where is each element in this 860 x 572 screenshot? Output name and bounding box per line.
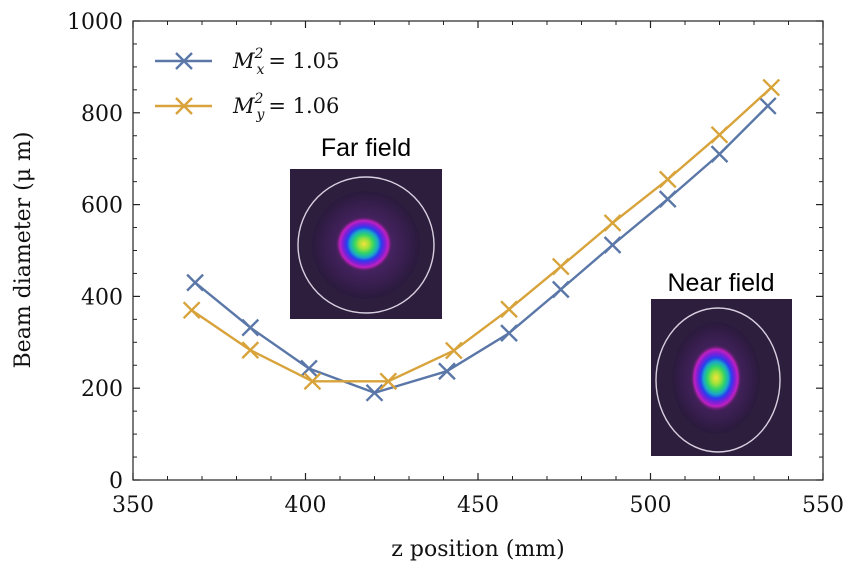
x-tick-label: 450 (457, 493, 499, 518)
data-point-marker (658, 190, 677, 208)
data-point-marker (182, 301, 201, 320)
y-tick-label: 800 (81, 102, 123, 127)
data-point-marker (758, 97, 777, 115)
x-tick-labels: 350 400 450 500 550 (112, 493, 844, 518)
near-field-beam-spot (690, 344, 742, 412)
y-axis-label: Beam diameter (μ m) (11, 132, 36, 369)
data-point-marker (241, 341, 260, 359)
data-point-marker (551, 257, 570, 276)
data-point-marker (603, 236, 622, 254)
data-point-marker (710, 125, 729, 144)
data-point-marker (551, 280, 570, 299)
legend-entry-mx: M2 x = 1.05 (155, 46, 339, 78)
data-point-marker (365, 383, 384, 402)
legend-label-my: M2 y = 1.06 (232, 91, 339, 123)
data-point-marker (438, 362, 456, 381)
legend: M2 x = 1.05 M2 y = 1.06 (155, 46, 339, 123)
y-tick-label: 0 (109, 469, 123, 494)
y-tick-label: 1000 (67, 10, 123, 35)
x-tick-label: 500 (630, 493, 672, 518)
y-tick-label: 400 (81, 285, 123, 310)
data-point-marker (603, 214, 622, 232)
far-field-beam-spot (335, 216, 393, 272)
data-point-marker (303, 372, 322, 391)
data-point-marker (658, 170, 677, 189)
legend-marker-my (175, 97, 193, 115)
data-point-marker (762, 78, 781, 97)
data-point-marker (500, 324, 518, 342)
series-0 (186, 97, 777, 402)
data-point-marker (710, 145, 729, 163)
data-point-marker (445, 341, 463, 360)
far-field-reference-circle (297, 176, 435, 314)
near-field-reference-circle (655, 307, 781, 453)
legend-marker-mx (175, 52, 193, 70)
y-tick-label: 600 (81, 194, 123, 219)
legend-entry-my: M2 y = 1.06 (155, 91, 339, 123)
legend-label-mx: M2 x = 1.05 (232, 46, 339, 78)
data-point-marker (300, 359, 318, 378)
minor-ticks (133, 21, 823, 480)
data-point-marker (186, 273, 204, 292)
data-point-marker (500, 300, 518, 319)
data-point-marker (379, 372, 398, 391)
series-1 (182, 78, 781, 391)
far-field-inset: Far field (290, 134, 442, 319)
near-field-title: Near field (668, 269, 775, 297)
x-tick-label: 400 (285, 493, 327, 518)
y-tick-labels: 0 200 400 600 800 1000 (67, 10, 123, 494)
far-field-title: Far field (321, 134, 411, 162)
x-tick-label: 550 (802, 493, 844, 518)
major-ticks (132, 20, 824, 481)
series-layer (182, 78, 781, 402)
near-field-inset: Near field (651, 269, 792, 456)
x-axis-label: z position (mm) (391, 537, 564, 562)
data-point-marker (241, 318, 260, 337)
x-tick-label: 350 (112, 493, 154, 518)
y-tick-label: 200 (81, 377, 123, 402)
